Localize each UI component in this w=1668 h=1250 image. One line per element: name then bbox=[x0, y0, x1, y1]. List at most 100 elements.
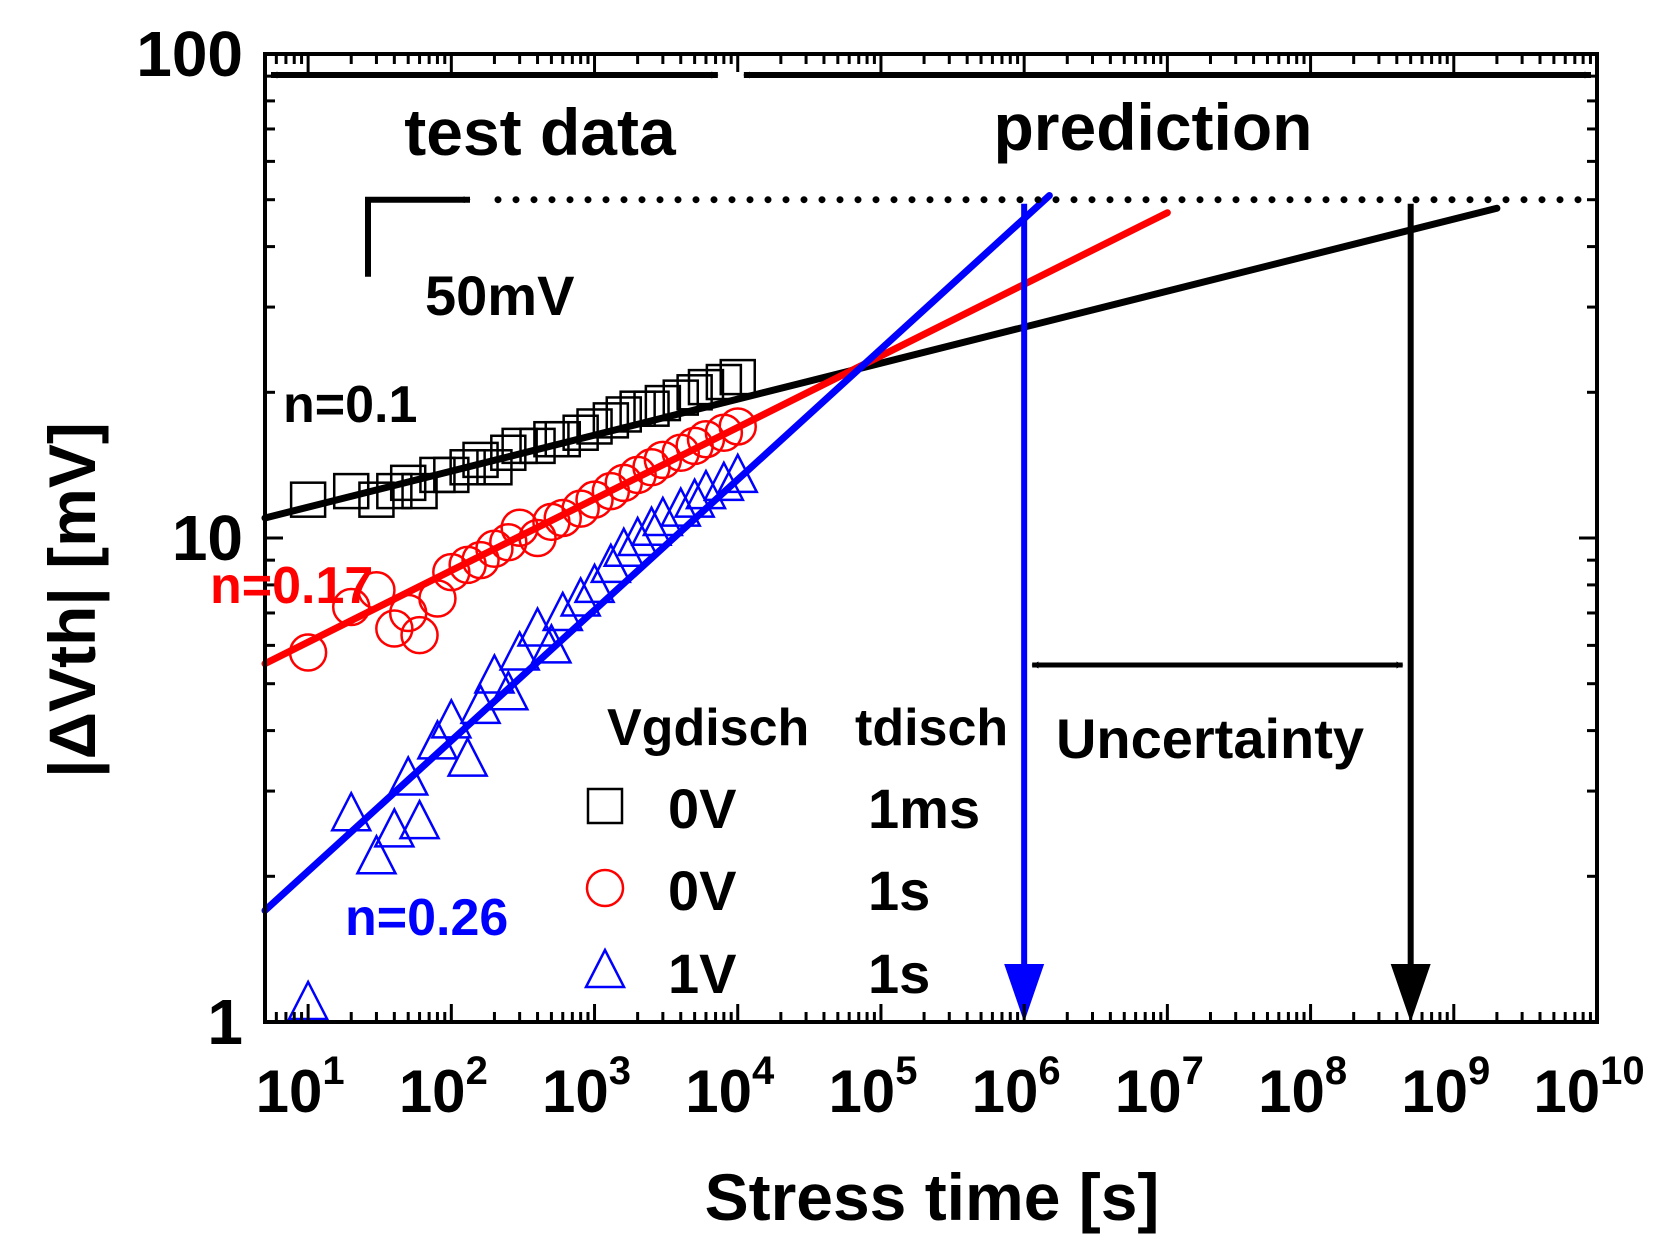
x-tick-label: 109 bbox=[1401, 1049, 1490, 1125]
data-point-2 bbox=[459, 683, 502, 725]
y-tick-label: 1 bbox=[207, 986, 243, 1058]
data-point-2 bbox=[416, 718, 459, 760]
data-point-0 bbox=[389, 464, 427, 502]
lifetime-blue-arrowhead bbox=[1004, 964, 1045, 1022]
x-tick-label: 101 bbox=[256, 1049, 345, 1125]
data-point-0 bbox=[462, 441, 499, 479]
data-point-2 bbox=[373, 806, 416, 848]
fit-lines bbox=[261, 192, 1501, 914]
legend-vgdisch-3: 1V bbox=[668, 942, 737, 1005]
threshold-pointer-arrow bbox=[365, 196, 471, 277]
data-point-1 bbox=[388, 593, 428, 633]
data-point-0 bbox=[519, 427, 556, 465]
data-point-2 bbox=[541, 590, 584, 632]
y-axis-label: |ΔVth| [mV] bbox=[35, 422, 111, 778]
data-point-1 bbox=[518, 518, 557, 558]
data-point-2 bbox=[673, 476, 716, 518]
data-point-1 bbox=[500, 508, 539, 547]
data-point-2 bbox=[602, 526, 645, 568]
data-point-0 bbox=[332, 472, 370, 510]
data-point-0 bbox=[562, 414, 599, 451]
data-point-2 bbox=[573, 562, 616, 604]
uncertainty-label: Uncertainty bbox=[1056, 707, 1364, 770]
data-point-2 bbox=[446, 735, 489, 777]
data-point-0 bbox=[605, 396, 643, 433]
legend: Vgdisch tdisch 0V 1ms 0V 1s 1V 1s bbox=[583, 699, 1008, 1005]
legend-markers bbox=[583, 787, 627, 989]
data-point-2 bbox=[530, 622, 573, 664]
data-point-0 bbox=[490, 434, 527, 472]
test-data-label: test data bbox=[404, 95, 677, 169]
legend-vgdisch-2: 0V bbox=[668, 859, 737, 922]
x-tick-label: 108 bbox=[1258, 1049, 1347, 1125]
data-point-0 bbox=[449, 449, 486, 486]
legend-tdisch-3: 1s bbox=[868, 942, 930, 1005]
data-point-0 bbox=[633, 390, 670, 427]
prediction-label: prediction bbox=[993, 90, 1312, 164]
fit-label-blue: n=0.26 bbox=[345, 889, 508, 947]
threshold-label: 50mV bbox=[425, 264, 574, 327]
data-point-0 bbox=[676, 374, 713, 411]
legend-tdisch-1: 1ms bbox=[868, 777, 980, 840]
data-point-2 bbox=[355, 833, 398, 875]
legend-header-tdisch: tdisch bbox=[855, 699, 1008, 757]
data-point-1 bbox=[561, 489, 600, 528]
legend-marker-1 bbox=[586, 787, 624, 825]
x-tick-label: 1010 bbox=[1533, 1049, 1644, 1125]
data-point-2 bbox=[330, 790, 373, 832]
data-point-2 bbox=[702, 460, 745, 502]
data-point-1 bbox=[543, 498, 583, 538]
legend-marker-3 bbox=[583, 947, 627, 989]
data-point-2 bbox=[641, 495, 684, 537]
data-point-1 bbox=[375, 609, 414, 648]
x-tick-label: 107 bbox=[1115, 1049, 1204, 1125]
fit-line-2 bbox=[261, 192, 1053, 914]
data-point-2 bbox=[487, 669, 530, 711]
data-point-0 bbox=[662, 379, 700, 416]
data-point-1 bbox=[489, 522, 528, 562]
data-point-1 bbox=[461, 540, 500, 580]
data-point-2 bbox=[473, 652, 516, 694]
fit-line-0 bbox=[261, 204, 1501, 522]
data-point-1 bbox=[288, 633, 328, 672]
data-point-0 bbox=[289, 481, 327, 518]
data-point-0 bbox=[376, 472, 413, 510]
data-point-1 bbox=[400, 615, 439, 655]
data-point-2 bbox=[589, 542, 632, 584]
data-point-1 bbox=[718, 407, 757, 446]
x-tick-label: 105 bbox=[828, 1049, 917, 1125]
data-point-2 bbox=[559, 575, 602, 617]
fit-label-black: n=0.1 bbox=[283, 376, 417, 434]
legend-tdisch-2: 1s bbox=[868, 859, 930, 922]
data-point-2 bbox=[616, 515, 659, 557]
x-axis-label: Stress time [s] bbox=[705, 1160, 1160, 1234]
data-point-1 bbox=[643, 440, 683, 480]
data-markers bbox=[287, 358, 759, 1021]
legend-header-vgdisch: Vgdisch bbox=[607, 699, 809, 757]
data-point-2 bbox=[498, 629, 541, 671]
legend-marker-2 bbox=[585, 868, 625, 908]
data-point-2 bbox=[387, 754, 430, 796]
y-tick-label: 100 bbox=[136, 18, 243, 90]
data-point-2 bbox=[684, 468, 728, 510]
data-point-2 bbox=[398, 798, 441, 840]
y-tick-label: 10 bbox=[172, 502, 243, 574]
x-tick-label: 106 bbox=[972, 1049, 1061, 1125]
data-point-2 bbox=[430, 697, 473, 739]
x-tick-label: 103 bbox=[542, 1049, 631, 1125]
data-point-1 bbox=[432, 552, 471, 592]
x-tick-label: 102 bbox=[399, 1049, 488, 1125]
fit-label-red: n=0.17 bbox=[210, 557, 373, 615]
plot-frame bbox=[263, 52, 1599, 1024]
data-point-0 bbox=[719, 358, 756, 396]
data-point-2 bbox=[716, 452, 759, 494]
x-tick-label: 104 bbox=[685, 1049, 775, 1125]
data-point-1 bbox=[357, 570, 396, 610]
data-point-0 bbox=[476, 449, 513, 486]
fit-line-1 bbox=[261, 209, 1171, 668]
lifetime-black-arrowhead bbox=[1390, 964, 1431, 1022]
data-point-2 bbox=[516, 605, 559, 647]
legend-vgdisch-1: 0V bbox=[668, 777, 737, 840]
data-point-1 bbox=[418, 579, 457, 618]
